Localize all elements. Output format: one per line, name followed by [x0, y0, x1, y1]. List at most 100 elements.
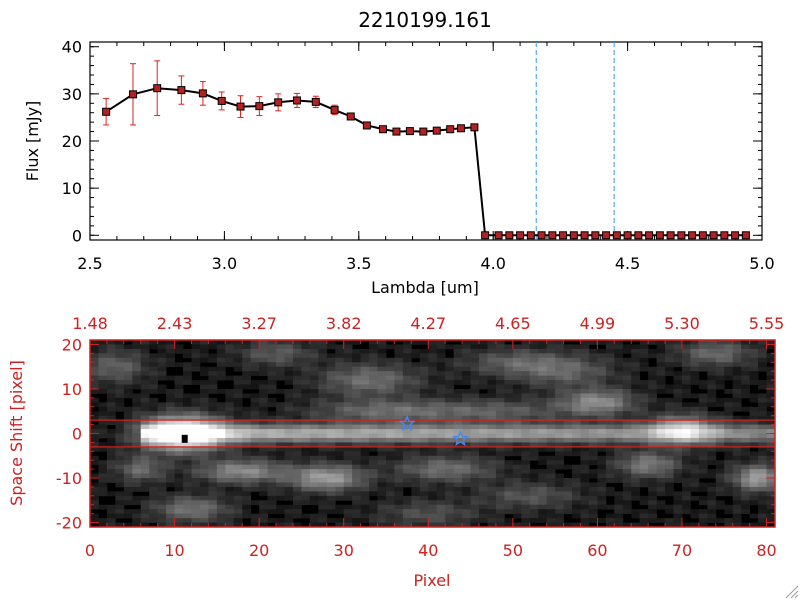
image-pixel: [191, 469, 201, 474]
image-pixel: [394, 518, 404, 523]
image-pixel: [758, 420, 767, 425]
image-pixel: [614, 340, 624, 345]
image-pixel: [335, 429, 345, 434]
image-pixel: [521, 357, 531, 363]
image-pixel: [411, 380, 421, 385]
image-pixel: [529, 362, 539, 368]
image-pixel: [411, 509, 421, 515]
image-pixel: [385, 433, 395, 439]
image-pixel: [614, 504, 624, 510]
image-pixel: [665, 340, 674, 345]
image-pixel: [555, 504, 564, 510]
image-pixel: [225, 411, 235, 417]
image-pixel: [681, 406, 691, 412]
image-pixel: [216, 446, 226, 452]
image-pixel: [166, 402, 175, 408]
image-pixel: [436, 460, 446, 466]
top-tick-label: 3.27: [241, 314, 277, 333]
image-pixel: [199, 380, 209, 385]
image-pixel: [445, 513, 455, 519]
image-pixel: [419, 446, 429, 452]
image-pixel: [614, 366, 624, 372]
image-pixel: [580, 437, 590, 443]
image-pixel: [90, 375, 99, 381]
image-pixel: [208, 397, 218, 403]
image-pixel: [529, 393, 539, 399]
image-pixel: [123, 348, 133, 354]
image-pixel: [301, 348, 311, 354]
image-pixel: [335, 353, 345, 359]
image-pixel: [766, 491, 776, 497]
image-pixel: [385, 509, 395, 515]
image-pixel: [385, 424, 395, 430]
image-pixel: [250, 411, 260, 417]
image-pixel: [572, 469, 581, 474]
image-pixel: [411, 375, 421, 381]
image-pixel: [123, 371, 133, 377]
image-pixel: [352, 522, 362, 528]
image-pixel: [766, 455, 776, 461]
image-pixel: [267, 353, 277, 359]
image-pixel: [673, 415, 683, 421]
image-pixel: [563, 415, 573, 421]
image-pixel: [495, 437, 505, 443]
image-pixel: [529, 451, 539, 457]
image-pixel: [504, 504, 514, 510]
image-pixel: [216, 509, 226, 515]
image-pixel: [724, 518, 734, 523]
image-pixel: [495, 406, 505, 412]
image-pixel: [166, 348, 175, 354]
image-pixel: [106, 406, 116, 412]
image-pixel: [284, 509, 294, 515]
image-pixel: [343, 344, 353, 350]
image-pixel: [605, 513, 615, 519]
image-pixel: [216, 415, 226, 421]
image-pixel: [529, 340, 539, 345]
resize-grip-icon[interactable]: [785, 585, 799, 599]
image-pixel: [741, 491, 751, 497]
image-pixel: [208, 491, 218, 497]
image-pixel: [707, 504, 717, 510]
image-pixel: [665, 491, 674, 497]
image-pixel: [673, 380, 683, 385]
image-pixel: [758, 424, 767, 430]
image-pixel: [326, 384, 336, 390]
image-pixel: [487, 393, 497, 399]
image-pixel: [428, 451, 438, 457]
image-pixel: [360, 388, 370, 394]
image-pixel: [140, 344, 150, 350]
image-pixel: [115, 366, 125, 372]
image-pixel: [445, 344, 455, 350]
image-pixel: [588, 366, 598, 372]
image-pixel: [326, 442, 336, 448]
image-pixel: [191, 429, 201, 434]
image-pixel: [419, 406, 429, 412]
image-pixel: [208, 473, 218, 479]
image-pixel: [563, 353, 573, 359]
image-pixel: [445, 420, 455, 425]
image-pixel: [605, 415, 615, 421]
image-pixel: [707, 397, 717, 403]
image-pixel: [276, 491, 285, 497]
image-pixel: [563, 397, 573, 403]
x-tick-label: 0: [85, 541, 95, 560]
image-pixel: [588, 455, 598, 461]
image-pixel: [681, 348, 691, 354]
image-pixel: [681, 357, 691, 363]
image-pixel: [309, 429, 319, 434]
image-pixel: [732, 437, 742, 443]
image-pixel: [250, 464, 260, 470]
image-pixel: [555, 446, 564, 452]
image-pixel: [123, 406, 133, 412]
image-pixel: [318, 366, 328, 372]
image-pixel: [698, 469, 708, 474]
image-pixel: [183, 464, 192, 470]
image-pixel: [741, 464, 751, 470]
image-pixel: [555, 495, 564, 501]
image-pixel: [681, 491, 691, 497]
image-pixel: [462, 397, 471, 403]
image-pixel: [326, 388, 336, 394]
image-pixel: [191, 491, 201, 497]
image-pixel: [259, 451, 268, 457]
image-pixel: [191, 380, 201, 385]
